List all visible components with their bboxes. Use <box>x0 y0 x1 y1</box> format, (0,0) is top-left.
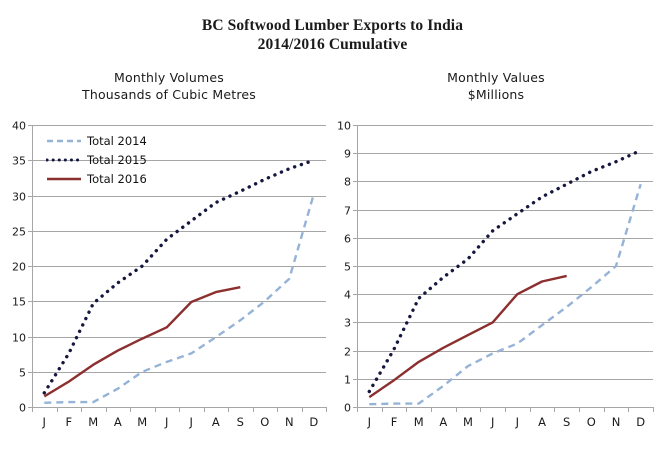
x-axis-tick-label: J <box>164 415 168 429</box>
y-axis-tick-label: 40 <box>12 120 26 133</box>
y-axis-tick-label: 2 <box>344 346 351 359</box>
y-axis-tick-label: 35 <box>12 155 26 168</box>
x-axis-tick-label: S <box>563 415 570 429</box>
x-axis-tick-label: J <box>42 415 46 429</box>
y-axis-tick-label: 0 <box>344 402 351 415</box>
panel-subtitle-volumes: Monthly Volumes Thousands of Cubic Metre… <box>6 70 332 103</box>
y-axis-tick-label: 30 <box>12 191 26 204</box>
x-axis-tick-label: N <box>285 415 294 429</box>
x-axis-tick-label: F <box>65 415 72 429</box>
y-axis-tick-label: 5 <box>344 261 351 274</box>
title-line-2: 2014/2016 Cumulative <box>257 36 408 53</box>
series-line <box>44 193 315 404</box>
y-axis-tick-label: 4 <box>344 289 351 302</box>
chart-panel-values: Monthly Values $Millions 0 1 2 3 4 5 6 7 8 9 10 J F M… <box>333 70 659 460</box>
y-axis-tick-label: 5 <box>19 367 26 380</box>
x-axis-tick-label: J <box>189 415 193 429</box>
line-chart-values: 0 1 2 3 4 5 6 7 8 9 10 J F M A M J J A S O N D <box>337 120 654 429</box>
line-chart-volumes: 0 5 10 15 20 25 30 35 40 J F M A M J J A S O N D <box>12 120 327 429</box>
legend-label-2015: Total 2015 <box>87 152 147 167</box>
series-line <box>42 158 316 395</box>
y-axis-tick-label: 6 <box>344 233 351 246</box>
plot-area-values: 0 1 2 3 4 5 6 7 8 9 10 J F M A M J J A S O N D <box>333 119 659 439</box>
chart-panel-volumes: Monthly Volumes Thousands of Cubic Metre… <box>6 70 332 460</box>
x-axis-tick-label: J <box>515 415 519 429</box>
x-axis-tick-label: O <box>260 415 269 429</box>
series-line <box>369 183 642 406</box>
y-axis-tick-label: 20 <box>12 261 26 274</box>
panel-subtitle-values: Monthly Values $Millions <box>333 70 659 103</box>
x-axis-tick-label: J <box>490 415 494 429</box>
x-axis-tick-label: F <box>391 415 398 429</box>
plot-area-volumes: 0 5 10 15 20 25 30 35 40 J F M A M J J A S O N D Total 2014 <box>6 119 332 439</box>
x-axis-tick-label: S <box>237 415 244 429</box>
legend-key-dashed-icon <box>46 135 82 147</box>
y-axis-tick-label: 15 <box>12 296 26 309</box>
x-axis-tick-label: M <box>88 415 98 429</box>
legend-item-2016: Total 2016 <box>46 169 186 188</box>
x-axis-tick-label: J <box>367 415 371 429</box>
x-axis-tick-label: M <box>463 415 473 429</box>
legend-label-2016: Total 2016 <box>87 171 147 186</box>
y-axis-tick-label: 1 <box>344 374 351 387</box>
y-axis-tick-label: 7 <box>344 205 351 218</box>
subtitle-line-2: $Millions <box>467 86 525 102</box>
y-axis-tick-label: 10 <box>12 332 26 345</box>
legend-key-solid-icon <box>46 173 82 185</box>
y-axis-tick-label: 3 <box>344 317 351 330</box>
x-axis-tick-label: A <box>538 415 546 429</box>
page-title: BC Softwood Lumber Exports to India 2014… <box>0 16 665 54</box>
legend-item-2015: Total 2015 <box>46 150 186 169</box>
x-axis-tick-label: O <box>587 415 596 429</box>
y-axis-tick-label: 10 <box>337 120 351 133</box>
x-axis-tick-label: M <box>414 415 424 429</box>
x-axis-tick-label: D <box>636 415 645 429</box>
subtitle-line-1: Monthly Volumes <box>113 70 225 85</box>
legend-item-2014: Total 2014 <box>46 131 186 150</box>
subtitle-line-1: Monthly Values <box>447 70 545 85</box>
series-line <box>43 286 241 398</box>
x-axis-tick-label: N <box>612 415 621 429</box>
y-axis-tick-label: 9 <box>344 148 351 161</box>
subtitle-line-2: Thousands of Cubic Metres <box>81 86 256 102</box>
legend-key-dotted-icon <box>46 154 82 166</box>
y-axis-tick-label: 0 <box>19 402 26 415</box>
y-axis-tick-label: 8 <box>344 176 351 189</box>
series-line <box>368 274 567 399</box>
x-axis-tick-label: A <box>439 415 447 429</box>
x-axis-tick-label: A <box>212 415 220 429</box>
x-axis-tick-label: D <box>309 415 318 429</box>
x-axis-tick-label: M <box>137 415 147 429</box>
y-axis-tick-label: 25 <box>12 226 26 239</box>
legend-volumes: Total 2014 Total 2015 <box>46 131 186 188</box>
x-axis-tick-label: A <box>114 415 122 429</box>
title-line-1: BC Softwood Lumber Exports to India <box>201 17 464 34</box>
legend-label-2014: Total 2014 <box>87 133 147 148</box>
series-line <box>367 148 643 394</box>
